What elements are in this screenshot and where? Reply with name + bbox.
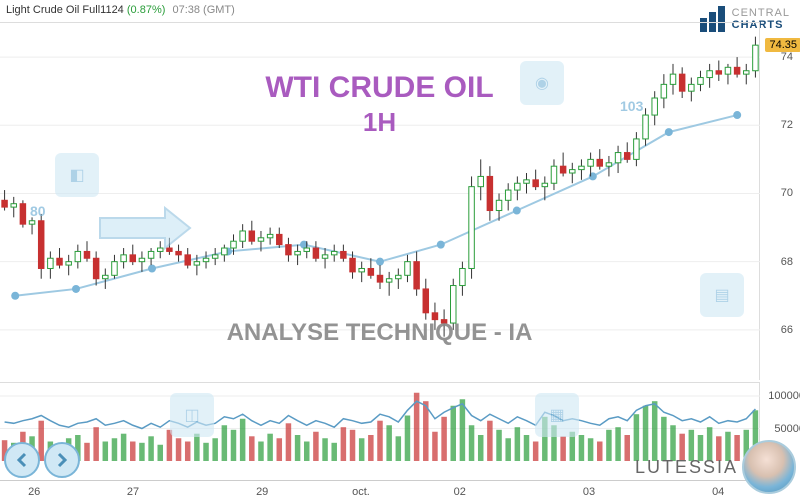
x-tick-label: 29: [256, 486, 268, 498]
watermark-icon: ▤: [700, 273, 744, 317]
price-chart[interactable]: WTI CRUDE OIL 1H ANALYSE TECHNIQUE - IA …: [0, 22, 760, 380]
symbol-name: Light Crude Oil Full1124: [6, 4, 124, 16]
chart-header: Light Crude Oil Full1124 (0.87%) 07:38 (…: [6, 4, 235, 16]
pct-change: (0.87%): [127, 4, 166, 16]
watermark-label-80: 80: [30, 203, 46, 219]
watermark-icon: ◫: [170, 393, 214, 437]
nav-controls: [4, 442, 80, 478]
watermark-arrow-icon: [95, 193, 195, 253]
volume-chart[interactable]: ◫ ▦ 50000100000: [0, 382, 760, 460]
price-y-axis: 6668707274: [761, 23, 797, 380]
nav-next-button[interactable]: [44, 442, 80, 478]
watermark-label-103: 103: [620, 98, 643, 114]
x-tick-label: 02: [454, 486, 466, 498]
watermark-icon: ◧: [55, 153, 99, 197]
x-tick-label: 27: [127, 486, 139, 498]
x-tick-label: 26: [28, 486, 40, 498]
x-tick-label: 04: [712, 486, 724, 498]
x-tick-label: 03: [583, 486, 595, 498]
time-x-axis: 26 27 29 oct. 02 03 04: [0, 480, 760, 500]
avatar-icon[interactable]: [742, 440, 796, 494]
lutessia-brand: LUTESSIA: [635, 457, 738, 478]
timestamp: 07:38 (GMT): [172, 4, 234, 16]
current-price-label: 74.35: [765, 38, 800, 52]
watermark-icon: ◉: [520, 61, 564, 105]
x-tick-label: oct.: [352, 486, 370, 498]
nav-prev-button[interactable]: [4, 442, 40, 478]
watermark-icon: ▦: [535, 393, 579, 437]
